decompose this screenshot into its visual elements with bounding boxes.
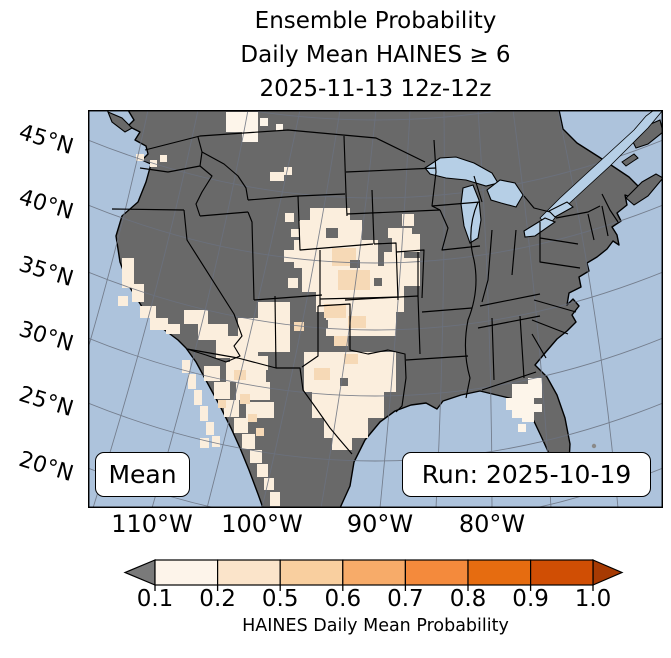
colorbar-seg-0.9-1.0 <box>529 559 594 586</box>
lake-ontario <box>548 201 574 218</box>
probability-patches-mid <box>218 248 370 436</box>
cbar-tick-0.7: 0.7 <box>387 586 424 612</box>
cbar-tick-0.9: 0.9 <box>512 586 549 612</box>
cbar-tick-0.5: 0.5 <box>261 586 299 612</box>
lake-huron <box>486 179 524 208</box>
colorbar-label: HAINES Daily Mean Probability <box>242 616 509 636</box>
cbar-tick-0.1: 0.1 <box>136 586 174 612</box>
cbar-tick-0.6: 0.6 <box>324 586 362 612</box>
map-panel <box>88 110 663 508</box>
figure-title: Ensemble Probability Daily Mean HAINES ≥… <box>88 4 663 106</box>
lat-tick-45n: 45°N <box>15 119 77 161</box>
run-label-box: Run: 2025-10-19 <box>402 452 651 497</box>
colorbar-canvas <box>123 559 624 591</box>
lat-tick-30n: 30°N <box>15 316 77 358</box>
stat-label: Mean <box>108 460 177 489</box>
cbar-tick-0.8: 0.8 <box>449 586 487 612</box>
state-borders <box>111 129 619 455</box>
lat-tick-35n: 35°N <box>15 251 77 293</box>
lat-tick-40n: 40°N <box>15 184 77 226</box>
lon-tick-80w: 80°W <box>458 510 526 538</box>
probability-patches-faint <box>226 112 542 432</box>
title-line-3: 2025-11-13 12z-12z <box>259 76 492 102</box>
colorbar-under-arrow <box>123 559 156 586</box>
great-lakes <box>424 110 663 244</box>
cbar-tick-0.2: 0.2 <box>199 586 236 612</box>
lat-tick-20n: 20°N <box>15 446 77 488</box>
map-frame <box>88 110 663 508</box>
nova-scotia <box>625 173 663 206</box>
colorbar-seg-0.6-0.7 <box>342 559 406 586</box>
stat-label-box: Mean <box>95 452 190 497</box>
prince-edward-island <box>621 153 639 167</box>
run-label: Run: 2025-10-19 <box>421 460 632 489</box>
colorbar-tickmarks <box>154 585 594 591</box>
lon-tick-90w: 90°W <box>346 510 414 538</box>
colorbar: 0.1 0.2 0.5 0.6 0.7 0.8 0.9 1.0 HAINES D… <box>0 552 671 658</box>
title-line-2: Daily Mean HAINES ≥ 6 <box>240 42 511 68</box>
probability-gray-holes <box>320 228 392 386</box>
colorbar-seg-0.7-0.8 <box>404 559 469 586</box>
lon-tick-100w: 100°W <box>221 510 303 538</box>
colorbar-seg-0.5-0.6 <box>279 559 344 586</box>
colorbar-seg-0.1-0.2 <box>154 559 219 586</box>
lat-tick-25n: 25°N <box>15 381 77 423</box>
vancouver-island <box>106 110 133 133</box>
colorbar-over-arrow <box>592 559 624 586</box>
lake-michigan <box>460 184 482 244</box>
colorbar-seg-0.2-0.5 <box>217 559 281 586</box>
cbar-tick-1.0: 1.0 <box>574 586 612 612</box>
map-canvas <box>88 110 663 508</box>
bahamas-islet <box>591 443 597 449</box>
colorbar-seg-0.8-0.9 <box>467 559 532 586</box>
lon-tick-110w: 110°W <box>111 510 193 538</box>
title-line-1: Ensemble Probability <box>254 8 497 34</box>
